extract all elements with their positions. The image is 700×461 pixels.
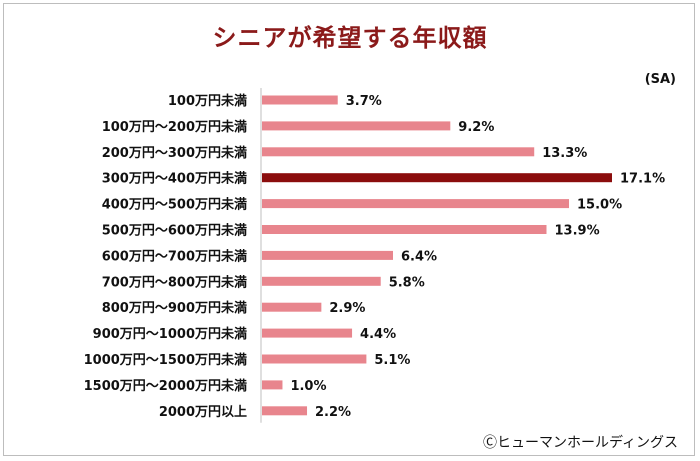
value-label: 15.0% (577, 198, 622, 213)
category-label: 900万円～1000万円未満 (93, 326, 247, 342)
value-label: 5.1% (374, 353, 410, 368)
category-label: 100万円未満 (168, 93, 247, 109)
value-label: 3.7% (346, 94, 382, 109)
bar (262, 380, 283, 390)
category-label: 500万円～600万円未満 (102, 223, 247, 239)
copyright-credit: Ⓒヒューマンホールディングス (482, 435, 678, 451)
bar (262, 354, 367, 364)
bar (262, 95, 338, 105)
unit-note: (SA) (644, 72, 676, 87)
category-label: 800万円～900万円未満 (102, 300, 247, 316)
value-label: 6.4% (401, 249, 437, 264)
chart-title: シニアが希望する年収額 (212, 24, 488, 52)
value-label: 5.8% (389, 275, 425, 290)
category-label: 100万円～200万円未満 (102, 119, 247, 135)
value-label: 1.0% (290, 379, 326, 394)
bar (262, 250, 393, 260)
category-label: 200万円～300万円未満 (102, 145, 247, 161)
bar (262, 276, 381, 286)
value-label: 17.1% (620, 172, 665, 187)
value-label: 13.9% (555, 224, 600, 239)
bar (262, 147, 535, 157)
category-label: 300万円～400万円未満 (102, 171, 247, 187)
category-label: 1500万円～2000万円未満 (84, 378, 247, 394)
value-label: 13.3% (542, 146, 587, 161)
bar (262, 173, 612, 183)
category-label: 600万円～700万円未満 (102, 248, 247, 264)
value-label: 2.9% (329, 301, 365, 316)
category-label: 1000万円～1500万円未満 (84, 352, 247, 368)
bar (262, 225, 547, 234)
bars-group: 100万円未満 3.7% 100万円～200万円未満 9.2% 200万円～300万円未… (84, 88, 665, 423)
value-label: 4.4% (360, 327, 396, 342)
bar (262, 328, 353, 338)
category-label: 700万円～800万円未満 (102, 274, 247, 290)
value-label: 2.2% (315, 405, 351, 420)
category-label: 400万円～500万円未満 (102, 197, 247, 213)
bar (262, 406, 308, 416)
category-label: 2000万円以上 (159, 405, 247, 420)
value-label: 9.2% (458, 120, 494, 135)
bar (262, 302, 322, 312)
bar (262, 121, 451, 131)
bar (262, 199, 570, 209)
